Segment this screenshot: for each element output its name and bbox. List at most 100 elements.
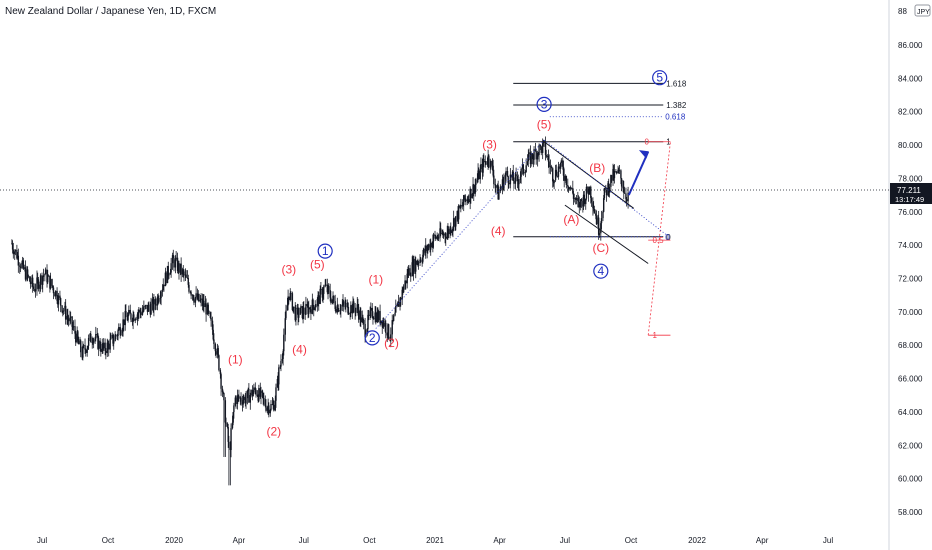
candle-body — [156, 296, 159, 306]
y-tick-label: 68.000 — [898, 341, 923, 350]
forecast-arrow-line — [627, 151, 650, 196]
y-tick-label: 72.000 — [898, 275, 923, 284]
candle-body — [174, 259, 177, 268]
candle-body — [241, 401, 244, 405]
wave-label-red: (1) — [228, 353, 243, 367]
fib-retrace-label: 1 — [652, 331, 657, 340]
candle-body — [87, 337, 90, 346]
candle-body — [165, 272, 167, 284]
wave-circle-blue — [536, 96, 552, 112]
candle-body — [298, 314, 300, 318]
candle-body — [126, 316, 129, 321]
candle-body — [106, 342, 108, 354]
candle-body — [564, 176, 567, 181]
candle-body — [137, 313, 139, 315]
candle-body — [300, 306, 302, 308]
candle-body — [437, 237, 440, 239]
candle-body — [108, 343, 110, 350]
candle-body — [375, 312, 377, 323]
candle-body — [336, 305, 339, 313]
candle-body — [162, 284, 164, 290]
candle-body — [417, 262, 419, 265]
candle-body — [552, 181, 555, 184]
wave-label-red: (5) — [310, 257, 325, 271]
candle-body — [67, 315, 69, 319]
candle-body — [193, 299, 195, 303]
candle-body — [362, 317, 364, 321]
candle-body — [287, 296, 289, 306]
candle-body — [592, 202, 594, 209]
candle-body — [82, 345, 84, 358]
candle-body — [529, 152, 532, 165]
candle-body — [214, 344, 217, 352]
candle-body — [394, 312, 396, 316]
candle-body — [457, 210, 459, 220]
candle-body — [585, 198, 587, 205]
candle-body — [432, 234, 435, 242]
candle-body — [119, 327, 121, 336]
candle-body — [535, 151, 537, 160]
candle-body — [432, 241, 434, 248]
candle-body — [94, 338, 96, 340]
candle-body — [457, 205, 460, 220]
candle-body — [319, 288, 321, 304]
candle-body — [414, 258, 416, 272]
candle-body — [424, 248, 426, 253]
candle-body — [610, 174, 612, 187]
candle-body — [123, 319, 125, 326]
y-tick-label: 86.000 — [898, 41, 923, 50]
currency-badge[interactable] — [914, 4, 931, 17]
candle-body — [572, 187, 574, 194]
candle-body — [422, 254, 424, 262]
candle-body — [473, 184, 475, 194]
candle-body — [372, 316, 374, 319]
candle-body — [194, 297, 197, 303]
candle-body — [268, 405, 270, 414]
candle-body — [493, 175, 495, 185]
candle-body — [465, 199, 467, 201]
time-axis[interactable]: Jul Oct 2020 Apr Jul Oct 2021 Apr Jul Oct 2022 Apr J… — [37, 536, 833, 545]
candle-body — [222, 392, 224, 394]
candle-body — [250, 389, 252, 396]
candle-body — [47, 276, 49, 283]
candle-body — [412, 258, 415, 274]
channel-lower-line — [564, 204, 649, 264]
candle-body — [470, 188, 472, 199]
candle-body — [452, 227, 454, 231]
candle-body — [96, 334, 98, 335]
candle-body — [101, 343, 103, 352]
x-tick-label: Apr — [233, 536, 246, 545]
candle-body — [323, 286, 325, 294]
candle-body — [100, 348, 102, 352]
candle-body — [407, 273, 409, 276]
candle-body — [227, 427, 229, 442]
candle-body — [147, 304, 149, 312]
candle-body — [16, 255, 19, 259]
candle-body — [54, 293, 56, 297]
candle-body — [528, 152, 530, 155]
candle-body — [262, 393, 264, 399]
candle-body — [623, 188, 625, 193]
candle-body — [427, 247, 429, 251]
candle-body — [254, 387, 256, 391]
candle-body — [124, 311, 126, 326]
candle-body — [615, 171, 617, 172]
candle-body — [519, 176, 522, 180]
candle-body — [387, 324, 390, 339]
candle-body — [159, 298, 162, 300]
candle-body — [178, 263, 180, 273]
wave-label-blue: 1 — [322, 244, 329, 258]
candle-body — [475, 182, 477, 185]
candle-body — [184, 274, 187, 276]
candle-body — [299, 307, 301, 315]
candle-body — [362, 320, 365, 324]
candle-body — [42, 275, 45, 277]
candle-body — [600, 223, 602, 234]
candle-body — [199, 299, 202, 302]
candle-body — [557, 175, 559, 177]
price-axis[interactable]: 86.000 84.000 82.000 80.000 78.000 76.000 74.0… — [898, 41, 923, 517]
candle-body — [143, 305, 145, 311]
candle-body — [547, 155, 550, 162]
candle-body — [490, 160, 492, 168]
